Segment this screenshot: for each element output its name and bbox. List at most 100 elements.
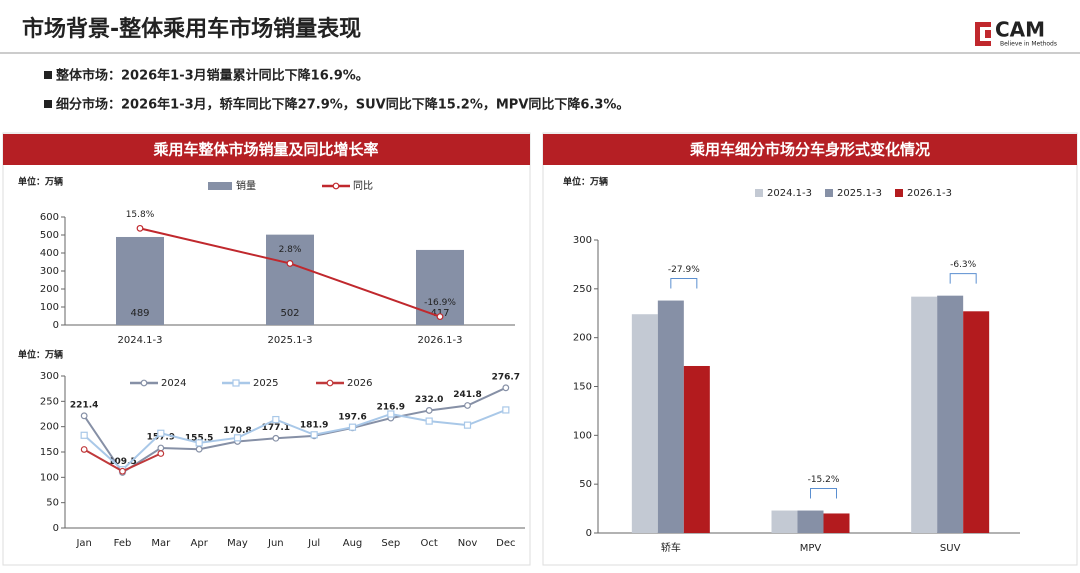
bullet-icon	[44, 100, 52, 108]
marker	[332, 182, 340, 190]
bullet-icon	[44, 71, 52, 79]
x-tick-label: Jan	[75, 538, 91, 549]
y-tick-label: 400	[40, 248, 59, 259]
legend-label: 销量	[236, 179, 256, 192]
x-tick-label: Apr	[191, 538, 209, 549]
annotation: -6.3%	[950, 260, 977, 270]
y-tick-label: 50	[46, 498, 59, 509]
marker	[136, 224, 144, 232]
x-tick-label: 2024.1-3	[118, 335, 163, 346]
legend-label: 2024	[161, 378, 186, 389]
bar	[683, 365, 710, 533]
data-label: 2.8%	[279, 245, 302, 255]
logo-name: CAM	[995, 18, 1045, 42]
unit-label: 单位：万辆	[18, 349, 63, 361]
marker	[80, 446, 88, 453]
y-tick-label: 100	[573, 430, 592, 441]
marker	[502, 406, 510, 414]
y-tick-label: 200	[40, 422, 59, 433]
unit-label: 单位：万辆	[563, 176, 608, 188]
bar	[911, 296, 938, 533]
annotation-bracket	[810, 488, 837, 499]
bar	[797, 510, 824, 533]
legend-swatch	[208, 182, 232, 190]
left-panel	[2, 132, 531, 566]
marker	[463, 421, 472, 429]
bar	[631, 314, 658, 533]
y-tick-label: 300	[573, 235, 592, 246]
legend-label: 2025.1-3	[837, 188, 882, 199]
x-tick-label: 轿车	[661, 541, 681, 554]
y-tick-label: 250	[40, 396, 59, 407]
legend-swatch	[895, 189, 903, 197]
legend-label: 2024.1-3	[767, 188, 812, 199]
marker	[502, 384, 510, 392]
bar	[657, 300, 684, 533]
x-tick-label: Aug	[343, 538, 363, 549]
data-label: 155.5	[185, 434, 213, 444]
marker	[140, 379, 148, 387]
y-tick-label: 300	[40, 266, 59, 277]
x-tick-label: Dec	[496, 538, 515, 549]
data-label: 170.8	[223, 426, 251, 436]
x-tick-label: MPV	[800, 543, 822, 554]
right-panel	[542, 132, 1078, 566]
marker	[232, 379, 240, 387]
bar	[266, 234, 314, 325]
marker	[272, 434, 280, 442]
marker	[272, 415, 280, 424]
marker	[286, 260, 294, 267]
data-label: 157.9	[147, 432, 175, 442]
marker	[195, 445, 203, 453]
marker	[80, 412, 88, 420]
y-tick-label: 150	[573, 382, 592, 393]
marker	[348, 423, 357, 431]
x-tick-label: Jun	[267, 538, 284, 549]
bar	[771, 510, 798, 533]
data-label: 489	[130, 308, 149, 319]
x-tick-label: Oct	[421, 538, 438, 549]
y-tick-label: 100	[40, 472, 59, 483]
legend-label: 2026	[347, 378, 372, 389]
marker	[233, 434, 242, 442]
marker	[326, 379, 334, 387]
y-tick-label: 200	[40, 284, 59, 295]
y-tick-label: 0	[586, 528, 592, 539]
bar	[416, 249, 464, 325]
x-tick-label: Feb	[114, 538, 132, 549]
annotation: -15.2%	[808, 475, 840, 485]
annotation: -27.9%	[668, 265, 700, 275]
title-band	[543, 134, 1077, 165]
legend-swatch	[755, 189, 763, 197]
legend-label: 2026.1-3	[907, 188, 952, 199]
y-tick-label: 300	[40, 371, 59, 382]
marker	[387, 410, 395, 418]
marker	[195, 439, 203, 447]
logo-icon	[975, 22, 991, 46]
bar	[116, 236, 164, 325]
logo-tagline: Believe in Methods	[1000, 41, 1057, 48]
y-tick-label: 200	[573, 333, 592, 344]
data-label: 15.8%	[126, 210, 155, 220]
marker	[436, 313, 444, 321]
y-tick-label: 500	[40, 230, 59, 241]
bullet: 整体市场：2026年1-3月销量累计同比下降16.9%。	[55, 68, 369, 84]
data-label: 276.7	[492, 372, 520, 382]
chart-title: 乘用车整体市场销量及同比增长率	[152, 141, 378, 159]
marker	[157, 450, 165, 457]
legend-label: 同比	[353, 180, 373, 192]
page-title: 市场背景-整体乘用车市场销量表现	[22, 16, 361, 42]
x-tick-label: 2025.1-3	[268, 335, 313, 346]
marker	[425, 407, 433, 414]
y-tick-label: 0	[53, 320, 59, 331]
series-line	[83, 386, 507, 474]
data-label: 232.0	[415, 395, 443, 405]
marker	[310, 431, 318, 439]
data-label: 241.8	[453, 390, 481, 400]
marker	[80, 431, 88, 439]
y-tick-label: 0	[53, 523, 59, 534]
legend-label: 2025	[253, 378, 278, 389]
data-label: 181.9	[300, 420, 328, 430]
data-label: 109.5	[108, 457, 136, 467]
bullet: 细分市场：2026年1-3月，轿车同比下降27.9%，SUV同比下降15.2%，…	[56, 97, 629, 113]
